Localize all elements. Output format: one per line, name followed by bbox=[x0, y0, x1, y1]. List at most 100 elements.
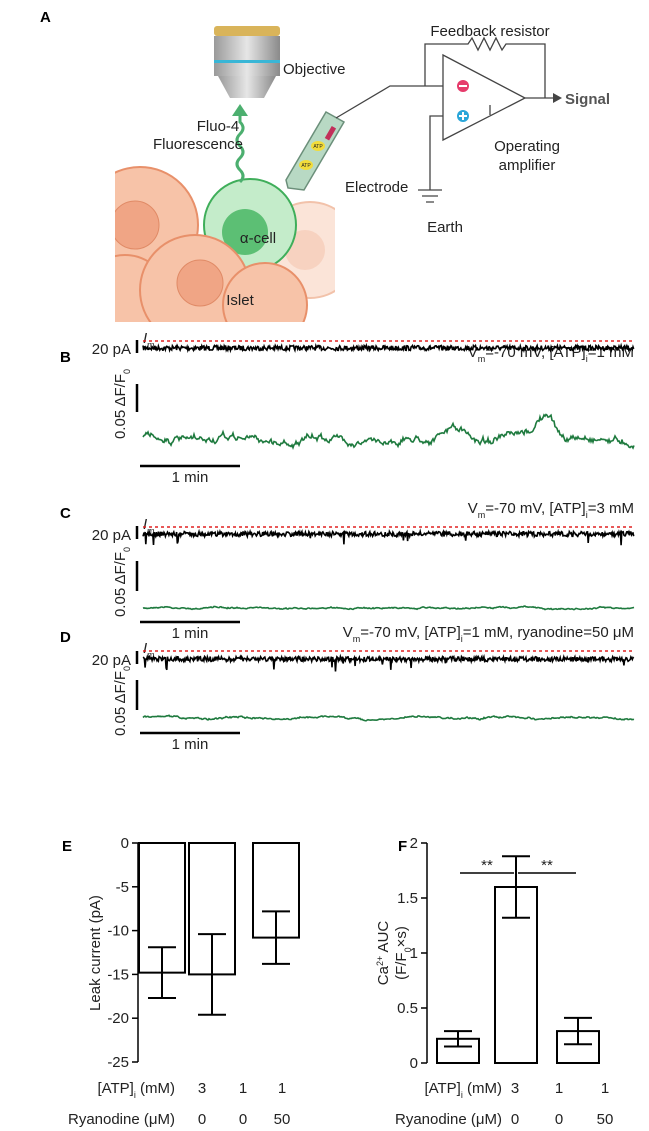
error-bar bbox=[198, 933, 226, 1016]
time-scale-label: 1 min bbox=[172, 736, 209, 753]
y-tick-label: 0 bbox=[121, 835, 129, 852]
islet-cells bbox=[115, 166, 335, 322]
current-scale-label: 20 pA bbox=[92, 341, 131, 358]
y-axis-label-part: ×s) bbox=[393, 926, 410, 947]
y-axis-label: (F/F0×s) bbox=[393, 926, 413, 980]
objective-label: Objective bbox=[283, 61, 346, 78]
x-row-label-part: (mM) bbox=[136, 1080, 175, 1097]
fluo-scale-label-part: 0 bbox=[122, 547, 132, 552]
emission-arrow bbox=[235, 112, 245, 184]
circuit bbox=[335, 36, 553, 203]
x-row-label: [ATP]i (mM) bbox=[424, 1080, 502, 1100]
fluo-label: Fluo-4 bbox=[197, 118, 240, 135]
fluo-scale-label: 0.05 ΔF/F0 bbox=[112, 666, 132, 736]
current-trace bbox=[142, 342, 635, 354]
condition-label-part: =1 mM, ryanodine=50 μM bbox=[463, 624, 634, 641]
objective-icon bbox=[214, 26, 280, 98]
amplifier-label: amplifier bbox=[499, 157, 556, 174]
x-tick-label: 1 bbox=[601, 1080, 609, 1097]
y-axis-label-part: Ca bbox=[375, 965, 392, 985]
y-axis-label: Ca2+ AUC bbox=[375, 921, 392, 986]
x-tick-label: 1 bbox=[278, 1080, 286, 1097]
condition-label-part: i bbox=[586, 510, 588, 520]
x-row-label-part: Ryanodine (μM) bbox=[68, 1111, 175, 1128]
condition-label-part: m bbox=[478, 354, 486, 364]
panel-label: F bbox=[398, 838, 407, 855]
time-scale-label: 1 min bbox=[172, 625, 209, 642]
error-bar bbox=[564, 1016, 592, 1046]
panel-label: C bbox=[60, 505, 71, 522]
pipette bbox=[285, 110, 346, 191]
atp-label: ATP bbox=[301, 163, 311, 169]
x-row-label-part: [ATP] bbox=[97, 1080, 133, 1097]
x-row-label: Ryanodine (μM) bbox=[68, 1111, 175, 1128]
x-tick-label: 1 bbox=[555, 1080, 563, 1097]
x-tick-label: 3 bbox=[511, 1080, 519, 1097]
alpha-cell-label: α-cell bbox=[240, 230, 276, 247]
panel-label: A bbox=[40, 9, 51, 26]
operating-label: Operating bbox=[494, 138, 560, 155]
y-tick-label: -5 bbox=[116, 879, 129, 896]
x-tick-label: 0 bbox=[239, 1111, 247, 1128]
x-tick-label: 0 bbox=[198, 1111, 206, 1128]
current-label-part: I bbox=[143, 330, 147, 347]
plus-sign bbox=[459, 112, 467, 120]
fluorescence-trace bbox=[142, 605, 635, 611]
schematic bbox=[115, 26, 562, 322]
y-tick-label: 0 bbox=[410, 1055, 418, 1072]
x-tick-label: 1 bbox=[239, 1080, 247, 1097]
y-axis-label-part: AUC bbox=[375, 921, 392, 956]
current-label-part: I bbox=[143, 516, 147, 533]
error-bar bbox=[444, 1030, 472, 1048]
current-scale-label: 20 pA bbox=[92, 527, 131, 544]
current-trace bbox=[142, 653, 635, 672]
condition-label-part: =-70 mV, [ATP] bbox=[485, 344, 585, 361]
current-label-part: m bbox=[147, 340, 155, 350]
x-row-label-part: i bbox=[134, 1090, 136, 1100]
condition-label-part: m bbox=[353, 634, 361, 644]
y-tick-label: 2 bbox=[410, 835, 418, 852]
fluo-scale-label: 0.05 ΔF/F0 bbox=[112, 547, 132, 617]
atp-label: ATP bbox=[313, 144, 323, 150]
fluo-scale-label-part: 0.05 ΔF/F bbox=[112, 671, 129, 736]
fluo-scale-label-part: 0.05 ΔF/F bbox=[112, 374, 129, 439]
y-tick-label: -25 bbox=[107, 1054, 129, 1071]
error-bar bbox=[502, 855, 530, 919]
signal-arrowhead bbox=[553, 93, 562, 103]
fluo-scale-label-part: 0 bbox=[122, 666, 132, 671]
current-label-part: I bbox=[143, 640, 147, 657]
electrode-label: Electrode bbox=[345, 179, 408, 196]
fluo-scale-label-part: 0.05 ΔF/F bbox=[112, 552, 129, 617]
y-axis-label-part: 0 bbox=[403, 947, 413, 952]
condition-label-part: V bbox=[468, 500, 478, 517]
y-axis-label-part: Leak current (pA) bbox=[87, 895, 104, 1011]
x-row-label-part: (mM) bbox=[463, 1080, 502, 1097]
panel-label: D bbox=[60, 629, 71, 646]
y-tick-label: 0.5 bbox=[397, 1000, 418, 1017]
error-bar bbox=[262, 910, 290, 965]
y-tick-label: 1.5 bbox=[397, 890, 418, 907]
x-row-label: Ryanodine (μM) bbox=[395, 1111, 502, 1128]
x-tick-label: 0 bbox=[555, 1111, 563, 1128]
y-axis-label-part: 2+ bbox=[375, 956, 385, 966]
feedback-label: Feedback resistor bbox=[430, 23, 549, 40]
condition-label-part: i bbox=[461, 634, 463, 644]
error-bar bbox=[148, 946, 176, 1000]
current-trace bbox=[142, 528, 635, 546]
condition-label: Vm=-70 mV, [ATP]i=1 mM, ryanodine=50 μM bbox=[343, 624, 634, 644]
current-label-part: m bbox=[147, 526, 155, 536]
y-tick-label: -15 bbox=[107, 966, 129, 983]
fluo-scale-label: 0.05 ΔF/F0 bbox=[112, 369, 132, 439]
x-row-label-part: [ATP] bbox=[424, 1080, 460, 1097]
y-axis-label-part: (F/F bbox=[393, 952, 410, 980]
condition-label-part: V bbox=[468, 344, 478, 361]
x-tick-label: 50 bbox=[274, 1111, 291, 1128]
condition-label-part: V bbox=[343, 624, 353, 641]
signal-label: Signal bbox=[565, 91, 610, 108]
y-tick-label: 1 bbox=[410, 945, 418, 962]
x-row-label-part: i bbox=[461, 1090, 463, 1100]
condition-label-part: i bbox=[586, 354, 588, 364]
islet-label: Islet bbox=[226, 292, 254, 309]
emission-arrowhead bbox=[232, 104, 248, 116]
